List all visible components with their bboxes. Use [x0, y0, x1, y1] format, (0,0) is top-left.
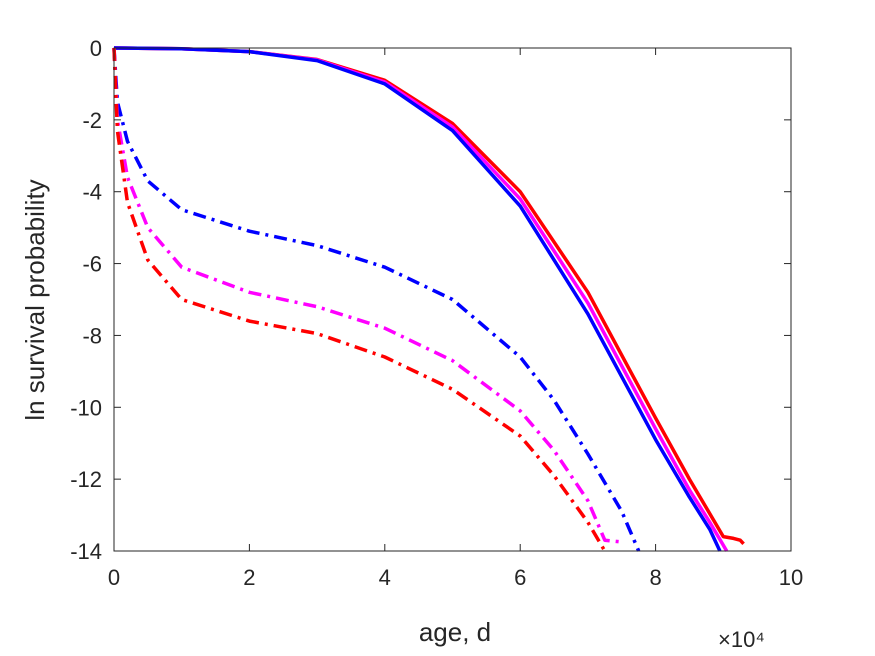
x-tick-label: 2	[243, 565, 255, 590]
y-tick-label: 0	[90, 36, 102, 61]
x-axis-exponent-label: ×10⁴	[718, 627, 765, 652]
series-line-4	[112, 47, 622, 544]
series-layer	[112, 46, 745, 552]
x-tick-label: 6	[514, 565, 526, 590]
series-line-2	[113, 46, 722, 552]
y-tick-label: -8	[82, 323, 102, 348]
x-axis-label: age, d	[419, 617, 491, 647]
plot-frame	[113, 47, 792, 552]
x-tick-label: 8	[649, 565, 661, 590]
y-tick-label: -14	[70, 539, 102, 564]
y-tick-label: -10	[70, 395, 102, 420]
x-tick-label: 4	[379, 565, 391, 590]
y-tick-label: -12	[70, 467, 102, 492]
tick-labels-layer: 0 2 4 6 8 10 0 -2 -4 -6 -8 -10 -12 -14	[70, 36, 803, 590]
y-tick-label: -2	[82, 108, 102, 133]
x-tick-label: 0	[108, 565, 120, 590]
y-tick-label: -4	[82, 180, 102, 205]
ticks-layer	[113, 47, 792, 552]
x-tick-label: 10	[779, 565, 803, 590]
y-tick-label: -6	[82, 252, 102, 277]
y-axis-label: ln survival probability	[20, 179, 50, 420]
